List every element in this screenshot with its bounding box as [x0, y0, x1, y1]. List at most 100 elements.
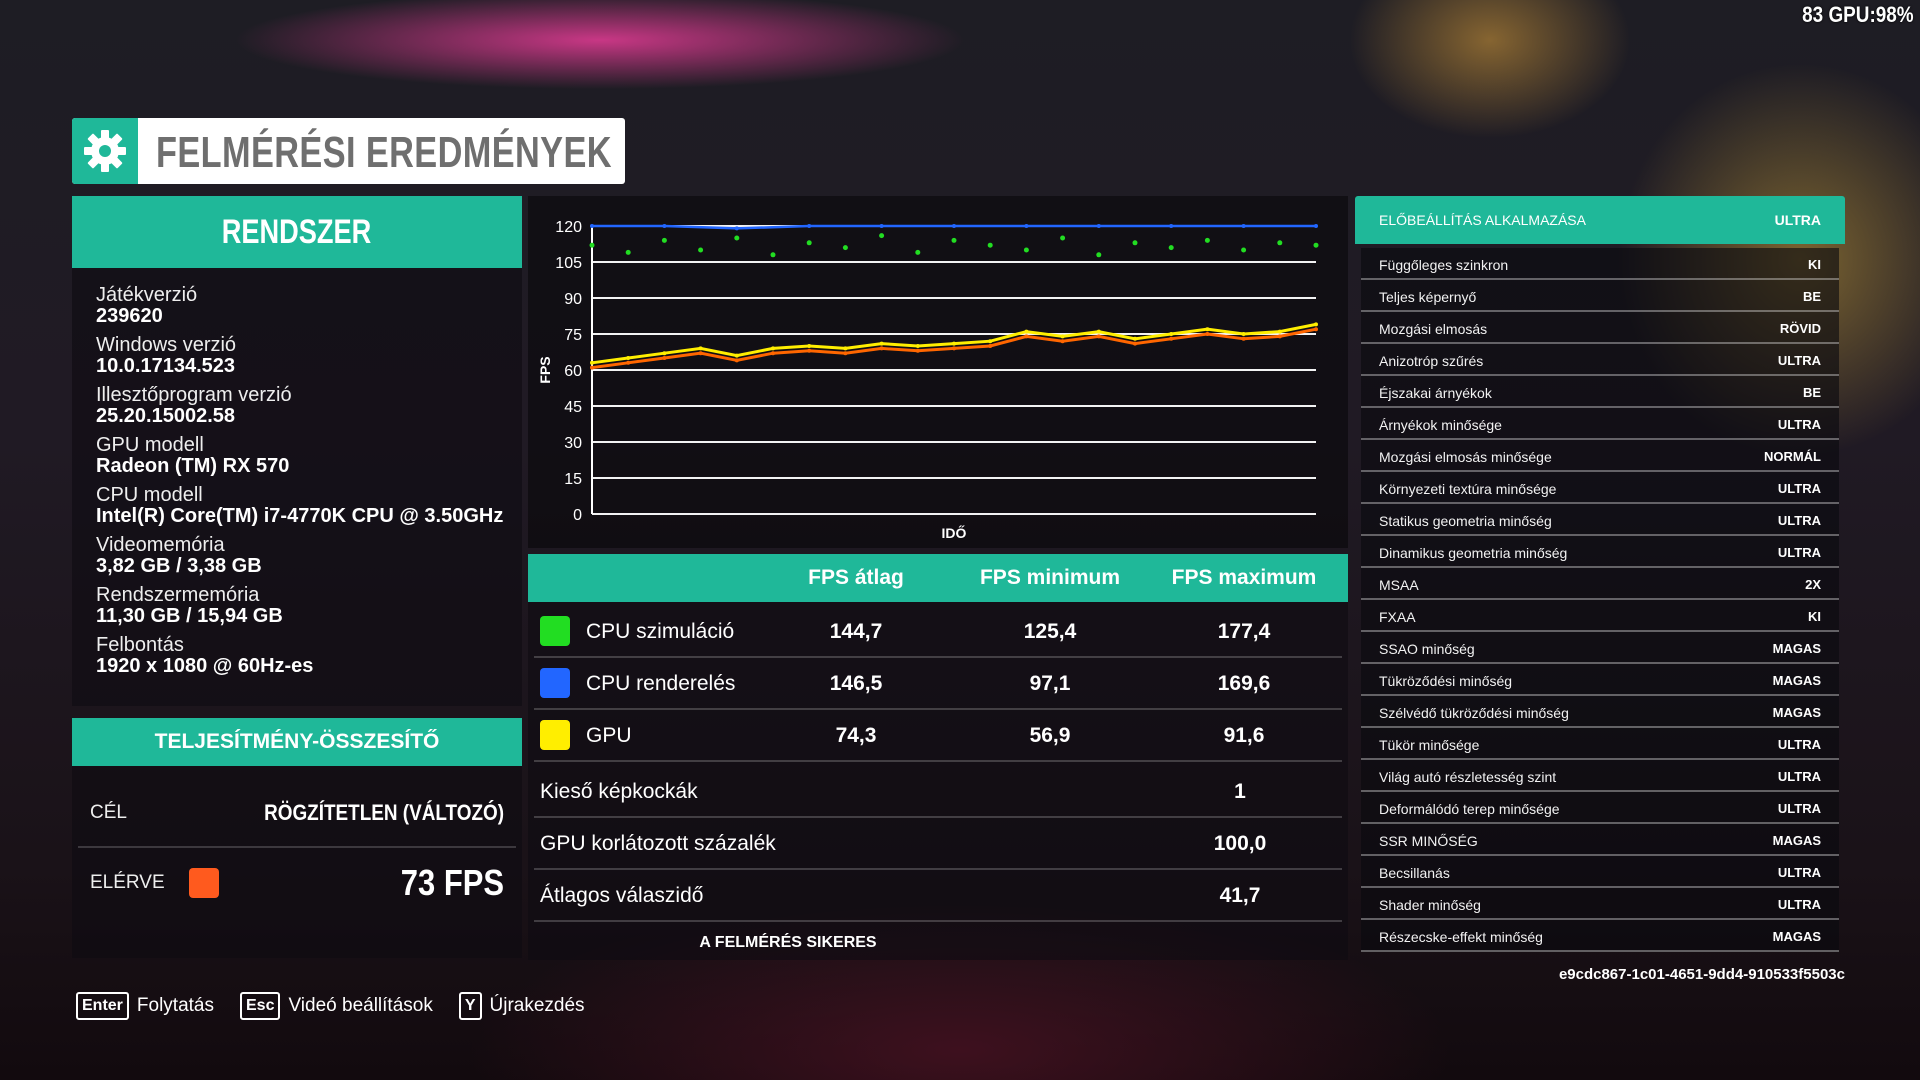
- setting-row: Becsillanás ULTRA: [1361, 856, 1839, 888]
- data-point: [662, 224, 667, 228]
- data-point: [1096, 329, 1101, 334]
- data-point: [590, 365, 594, 370]
- setting-row: Tükör minősége ULTRA: [1361, 728, 1839, 760]
- system-info-label: Játékverzió: [96, 284, 198, 306]
- setting-row: Árnyékok minősége ULTRA: [1361, 408, 1839, 440]
- setting-label: SSR MINŐSÉG: [1379, 833, 1478, 849]
- data-point: [915, 344, 920, 348]
- fps-stat-row: Kieső képkockák 1: [534, 766, 1342, 818]
- data-point: [952, 346, 956, 351]
- series-color-swatch: [540, 720, 570, 750]
- fps-stat-value: 41,7: [1219, 884, 1261, 907]
- setting-value: MAGAS: [1772, 929, 1821, 944]
- system-info-value: Radeon (TM) RX 570: [96, 455, 290, 477]
- preset-row: ELŐBEÁLLÍTÁS ALKALMAZÁSA ULTRA: [1355, 196, 1845, 244]
- setting-label: Környezeti textúra minősége: [1379, 481, 1557, 497]
- data-point: [915, 249, 921, 255]
- setting-row: SSR MINŐSÉG MAGAS: [1361, 824, 1839, 856]
- y-axis-label: FPS: [537, 356, 553, 383]
- achieved-label: ELÉRVE: [90, 872, 165, 893]
- video-settings-button[interactable]: Esc Videó beállítások: [240, 992, 433, 1020]
- y-tick-label: 90: [564, 291, 582, 308]
- data-point: [807, 224, 812, 228]
- fps-max-value: 91,6: [1223, 724, 1265, 747]
- setting-label: Anizotróp szűrés: [1379, 353, 1484, 369]
- system-info-label: CPU modell: [96, 484, 203, 506]
- data-point: [1024, 334, 1029, 339]
- setting-label: Mozgási elmosás minősége: [1379, 449, 1552, 465]
- system-info-value: 11,30 GB / 15,94 GB: [96, 605, 283, 627]
- system-info-item: Windows verzió 10.0.17134.523: [96, 334, 522, 377]
- x-axis-label: IDŐ: [942, 524, 967, 541]
- setting-label: SSAO minőség: [1379, 641, 1475, 657]
- data-point: [590, 224, 594, 228]
- data-point: [1060, 334, 1065, 339]
- data-point: [734, 226, 739, 231]
- header-fps-avg: FPS átlag: [808, 566, 904, 589]
- system-info-value: 10.0.17134.523: [96, 355, 236, 377]
- esc-key-hint: Esc: [240, 992, 281, 1020]
- page-header: FELMÉRÉSI EREDMÉNYEK: [72, 118, 625, 184]
- setting-label: Teljes képernyő: [1379, 289, 1477, 305]
- data-point: [1024, 224, 1029, 228]
- setting-value: ULTRA: [1777, 353, 1821, 368]
- data-point: [626, 356, 631, 360]
- y-tick-label: 0: [573, 507, 582, 524]
- video-settings-label: Videó beállítások: [288, 995, 433, 1016]
- data-point: [1277, 329, 1282, 334]
- setting-label: Éjszakai árnyékok: [1379, 385, 1492, 401]
- system-info-label: Felbontás: [96, 634, 184, 656]
- data-point: [698, 351, 703, 356]
- y-tick-label: 120: [555, 219, 582, 236]
- system-info-value: 25.20.15002.58: [96, 405, 236, 427]
- fps-stat-value: 100,0: [1213, 832, 1267, 855]
- data-point: [1277, 334, 1282, 339]
- y-tick-label: 45: [564, 399, 582, 416]
- setting-label: Tükröződési minőség: [1379, 673, 1513, 689]
- setting-row: Shader minőség ULTRA: [1361, 888, 1839, 920]
- fps-stat-label: GPU korlátozott százalék: [540, 832, 776, 855]
- setting-value: ULTRA: [1777, 417, 1821, 432]
- y-tick-label: 75: [564, 327, 582, 344]
- system-info-item: Felbontás 1920 x 1080 @ 60Hz-es: [96, 634, 522, 677]
- setting-row: Mozgási elmosás minősége NORMÁL: [1361, 440, 1839, 472]
- series-color-swatch: [540, 668, 570, 698]
- data-point: [698, 346, 703, 351]
- setting-value: MAGAS: [1772, 641, 1821, 656]
- setting-value: KI: [1808, 609, 1821, 624]
- target-label: CÉL: [90, 802, 127, 823]
- setting-label: Részecske-effekt minőség: [1379, 929, 1543, 945]
- setting-row: Dinamikus geometria minőség ULTRA: [1361, 536, 1839, 568]
- setting-label: MSAA: [1379, 577, 1419, 593]
- data-point: [807, 344, 812, 348]
- setting-label: Árnyékok minősége: [1379, 417, 1502, 433]
- system-info-list: Játékverzió 239620 Windows verzió 10.0.1713…: [72, 268, 522, 677]
- setting-row: MSAA 2X: [1361, 568, 1839, 600]
- data-point: [771, 351, 775, 356]
- fps-stat-row: GPU korlátozott százalék 100,0: [534, 818, 1342, 870]
- data-point: [1096, 252, 1102, 258]
- benchmark-status: A FELMÉRÉS SIKERES: [699, 934, 877, 951]
- header-fps-max: FPS maximum: [1171, 566, 1317, 589]
- setting-value: ULTRA: [1777, 545, 1821, 560]
- target-value: RÖGZÍTETLEN (VÁLTOZÓ): [264, 800, 504, 825]
- data-point: [879, 346, 884, 351]
- data-point: [1205, 332, 1210, 336]
- setting-label: Statikus geometria minőség: [1379, 513, 1552, 529]
- data-point: [1313, 242, 1319, 248]
- data-point: [1277, 240, 1283, 246]
- gear-icon: [72, 118, 138, 184]
- setting-label: Világ autó részletesség szint: [1379, 769, 1557, 785]
- restart-button[interactable]: Y Újrakezdés: [458, 992, 585, 1020]
- data-point: [1060, 339, 1065, 344]
- data-point: [842, 245, 848, 251]
- data-point: [951, 237, 957, 243]
- footer-actions: Enter Folytatás Esc Videó beállítások Y …: [76, 992, 611, 1020]
- setting-row: Teljes képernyő BE: [1361, 280, 1839, 312]
- system-info-item: Videomemória 3,82 GB / 3,38 GB: [96, 534, 522, 577]
- fps-stat-row: Átlagos válaszidő 41,7: [534, 870, 1342, 922]
- data-point: [698, 247, 704, 253]
- setting-value: MAGAS: [1772, 833, 1821, 848]
- fps-table-header: FPS átlag FPS minimum FPS maximum: [528, 554, 1348, 602]
- continue-button[interactable]: Enter Folytatás: [76, 992, 214, 1020]
